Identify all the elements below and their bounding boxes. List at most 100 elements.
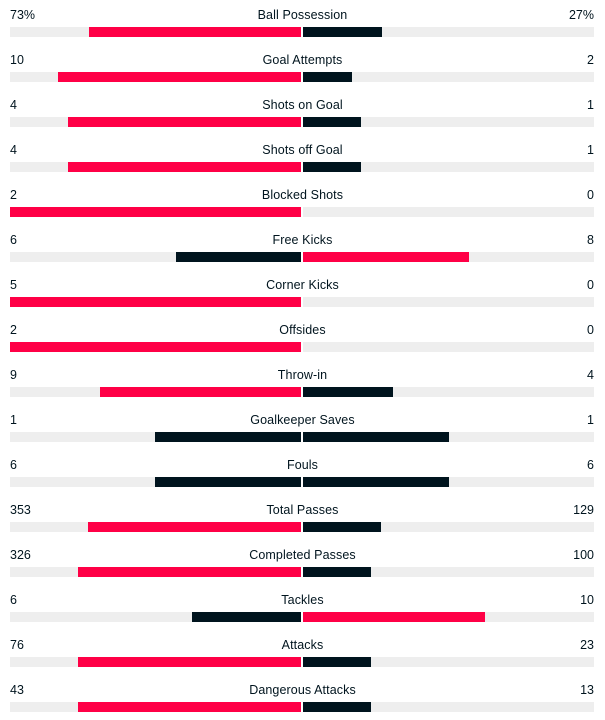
home-bar-fill — [78, 567, 301, 577]
stat-label: Blocked Shots — [261, 188, 344, 202]
home-value: 9 — [10, 368, 17, 382]
stat-row-blocked-shots: 2 Blocked Shots 0 — [0, 180, 605, 225]
away-value: 27% — [568, 8, 594, 22]
away-bar-track — [303, 252, 594, 262]
away-bar-fill — [303, 432, 449, 442]
away-bar-fill — [303, 657, 371, 667]
home-bar-fill — [10, 207, 301, 217]
home-bar-fill — [192, 612, 301, 622]
stat-row-offsides: 2 Offsides 0 — [0, 315, 605, 360]
home-bar-track — [10, 252, 301, 262]
away-bar-fill — [303, 612, 485, 622]
home-value: 2 — [10, 323, 17, 337]
stat-row-ball-possession: 73% Ball Possession 27% — [0, 0, 605, 45]
away-bar-track — [303, 432, 594, 442]
home-bar-track — [10, 432, 301, 442]
away-value: 6 — [587, 458, 594, 472]
away-bar-fill — [303, 162, 361, 172]
home-bar-fill — [78, 657, 301, 667]
away-value: 23 — [580, 638, 594, 652]
away-value: 4 — [587, 368, 594, 382]
home-bar-fill — [68, 162, 301, 172]
home-value: 73% — [10, 8, 36, 22]
home-value: 4 — [10, 143, 17, 157]
home-bar-track — [10, 72, 301, 82]
stat-label: Goal Attempts — [262, 53, 343, 67]
home-bar-track — [10, 387, 301, 397]
away-bar-track — [303, 657, 594, 667]
away-value: 1 — [587, 143, 594, 157]
away-bar-fill — [303, 27, 382, 37]
stat-label: Fouls — [286, 458, 319, 472]
away-value: 1 — [587, 413, 594, 427]
stat-label: Completed Passes — [249, 548, 356, 562]
away-bar-track — [303, 72, 594, 82]
away-bar-track — [303, 477, 594, 487]
home-bar-fill — [10, 342, 301, 352]
away-bar-track — [303, 522, 594, 532]
stat-row-completed-passes: 326 Completed Passes 100 — [0, 540, 605, 585]
away-bar-track — [303, 567, 594, 577]
away-bar-fill — [303, 72, 352, 82]
away-bar-fill — [303, 477, 449, 487]
home-value: 353 — [10, 503, 31, 517]
home-bar-track — [10, 702, 301, 712]
away-bar-fill — [303, 117, 361, 127]
away-bar-fill — [303, 252, 469, 262]
stat-row-dangerous-attacks: 43 Dangerous Attacks 13 — [0, 675, 605, 720]
away-bar-track — [303, 207, 594, 217]
stat-row-throw-in: 9 Throw-in 4 — [0, 360, 605, 405]
home-value: 2 — [10, 188, 17, 202]
home-value: 43 — [10, 683, 24, 697]
stat-row-tackles: 6 Tackles 10 — [0, 585, 605, 630]
away-value: 1 — [587, 98, 594, 112]
away-value: 0 — [587, 278, 594, 292]
away-bar-track — [303, 117, 594, 127]
home-bar-fill — [155, 432, 301, 442]
home-bar-track — [10, 522, 301, 532]
stat-label: Ball Possession — [257, 8, 348, 22]
home-bar-track — [10, 567, 301, 577]
stat-label: Shots on Goal — [262, 98, 343, 112]
home-value: 10 — [10, 53, 24, 67]
home-bar-track — [10, 207, 301, 217]
home-bar-track — [10, 297, 301, 307]
home-value: 6 — [10, 458, 17, 472]
away-value: 129 — [573, 503, 594, 517]
stat-row-free-kicks: 6 Free Kicks 8 — [0, 225, 605, 270]
away-bar-fill — [303, 387, 393, 397]
home-value: 4 — [10, 98, 17, 112]
stat-label: Free Kicks — [272, 233, 333, 247]
stat-row-shots-off-goal: 4 Shots off Goal 1 — [0, 135, 605, 180]
stat-row-goalkeeper-saves: 1 Goalkeeper Saves 1 — [0, 405, 605, 450]
home-value: 5 — [10, 278, 17, 292]
stat-row-fouls: 6 Fouls 6 — [0, 450, 605, 495]
away-bar-track — [303, 702, 594, 712]
away-bar-track — [303, 387, 594, 397]
stat-row-goal-attempts: 10 Goal Attempts 2 — [0, 45, 605, 90]
home-bar-fill — [155, 477, 301, 487]
home-bar-track — [10, 27, 301, 37]
stat-row-corner-kicks: 5 Corner Kicks 0 — [0, 270, 605, 315]
stat-label: Attacks — [281, 638, 324, 652]
home-bar-fill — [88, 522, 301, 532]
home-bar-fill — [78, 702, 301, 712]
stat-label: Dangerous Attacks — [249, 683, 356, 697]
stat-label: Corner Kicks — [266, 278, 339, 292]
stat-row-total-passes: 353 Total Passes 129 — [0, 495, 605, 540]
away-bar-track — [303, 297, 594, 307]
stat-row-attacks: 76 Attacks 23 — [0, 630, 605, 675]
home-bar-fill — [10, 297, 301, 307]
home-value: 1 — [10, 413, 17, 427]
away-bar-track — [303, 162, 594, 172]
away-value: 2 — [587, 53, 594, 67]
away-value: 13 — [580, 683, 594, 697]
home-bar-fill — [100, 387, 301, 397]
away-bar-fill — [303, 522, 381, 532]
away-value: 0 — [587, 323, 594, 337]
away-value: 10 — [580, 593, 594, 607]
stat-label: Shots off Goal — [262, 143, 343, 157]
away-bar-track — [303, 612, 594, 622]
home-bar-fill — [89, 27, 301, 37]
stat-row-shots-on-goal: 4 Shots on Goal 1 — [0, 90, 605, 135]
